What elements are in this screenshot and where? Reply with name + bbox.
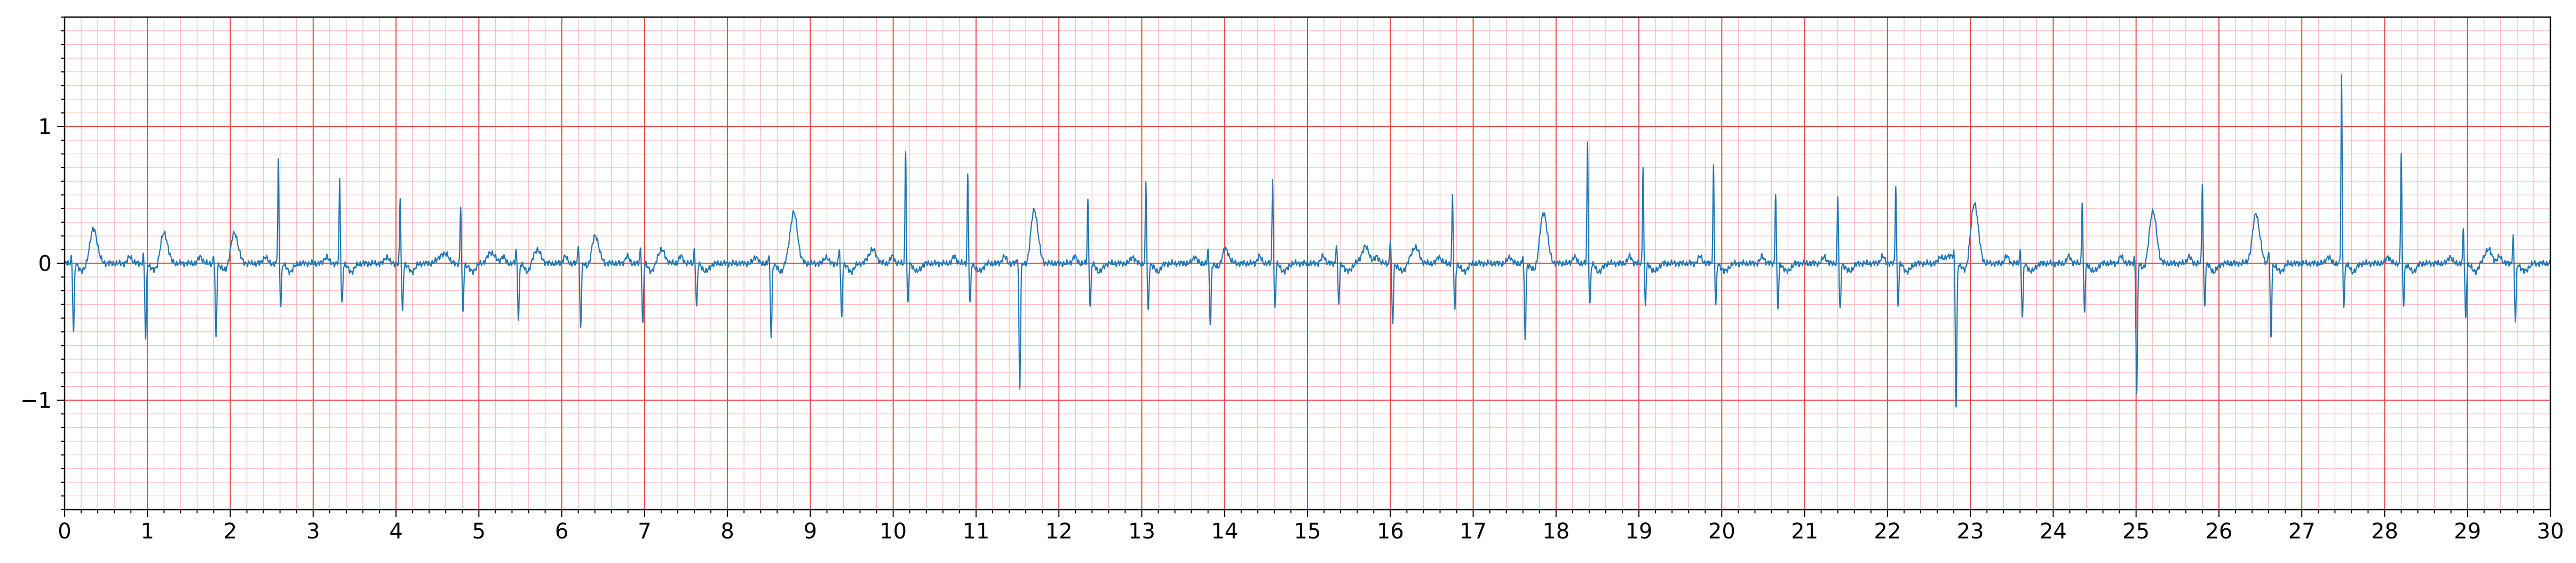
x-tick-label: 14 — [1211, 519, 1238, 544]
x-tick-label: 22 — [1874, 519, 1901, 544]
x-tick-label: 0 — [58, 519, 71, 544]
y-tick-label: 0 — [38, 252, 52, 276]
x-tick-label: 27 — [2288, 519, 2316, 544]
x-tick-label: 6 — [555, 519, 568, 544]
x-tick-label: 12 — [1045, 519, 1073, 544]
x-axis-ticks: 0 1 2 3 4 5 6 7 8 9 10 11 12 13 14 15 16 17 18 19 20 21 22 23 24… — [58, 510, 2564, 544]
x-tick-label: 8 — [720, 519, 734, 544]
x-tick-label: 7 — [638, 519, 651, 544]
x-tick-label: 16 — [1377, 519, 1404, 544]
y-tick-label: −1 — [20, 388, 52, 413]
x-tick-label: 15 — [1294, 519, 1321, 544]
x-tick-label: 11 — [962, 519, 989, 544]
x-tick-label: 25 — [2122, 519, 2150, 544]
y-tick-label: 1 — [38, 115, 52, 139]
x-tick-label: 20 — [1708, 519, 1735, 544]
x-tick-label: 17 — [1460, 519, 1487, 544]
x-tick-label: 28 — [2371, 519, 2398, 544]
x-tick-label: 19 — [1626, 519, 1653, 544]
x-tick-label: 29 — [2454, 519, 2481, 544]
y-axis-ticks: −1 0 1 — [20, 17, 65, 510]
x-tick-label: 5 — [472, 519, 486, 544]
ecg-trace-line — [64, 74, 2551, 408]
x-tick-label: 13 — [1128, 519, 1155, 544]
x-tick-label: 26 — [2205, 519, 2232, 544]
x-tick-label: 4 — [389, 519, 402, 544]
x-tick-label: 18 — [1542, 519, 1570, 544]
x-tick-label: 2 — [224, 519, 237, 544]
x-tick-label: 24 — [2040, 519, 2067, 544]
x-tick-label: 21 — [1791, 519, 1818, 544]
x-tick-label: 23 — [1957, 519, 1984, 544]
x-tick-label: 9 — [804, 519, 817, 544]
x-tick-label: 1 — [141, 519, 154, 544]
x-tick-label: 3 — [306, 519, 320, 544]
x-tick-label: 10 — [879, 519, 907, 544]
x-tick-label: 30 — [2537, 519, 2564, 544]
